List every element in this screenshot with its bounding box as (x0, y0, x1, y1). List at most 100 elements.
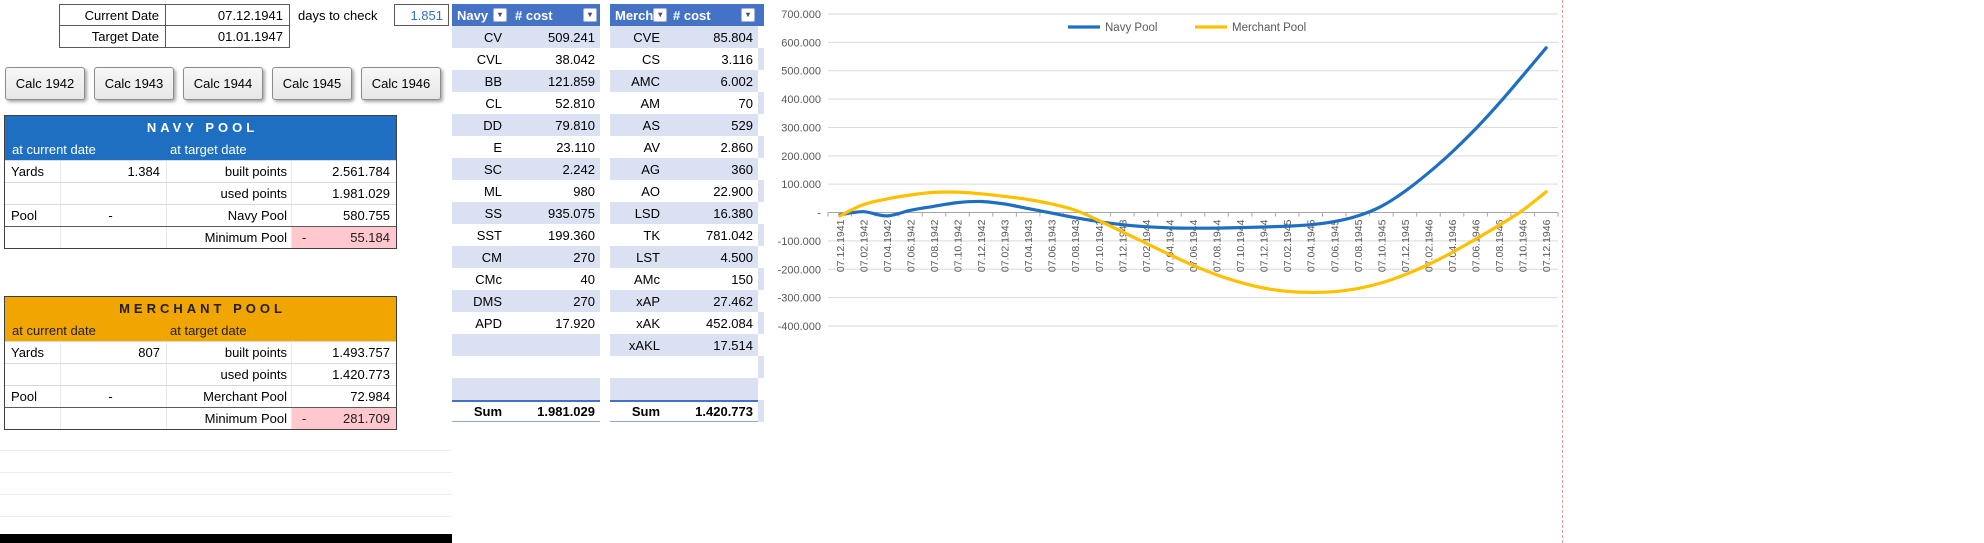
pool-forecast-chart[interactable]: 700.000 600.000 500.000 400.000 300.000 200.0… (766, 0, 1576, 440)
ship-cost-cell: 199.360 (548, 227, 595, 243)
calc-1943-button[interactable]: Calc 1943 (94, 67, 174, 100)
target-date-value[interactable]: 01.01.1947 (165, 26, 289, 47)
sum-label: Sum (631, 404, 660, 419)
ship-cost-cell: 79.810 (555, 117, 595, 133)
days-to-check-value[interactable]: 1.851 (394, 4, 449, 26)
table-row (452, 356, 600, 378)
ship-cost-cell (668, 378, 758, 400)
calc-1946-button[interactable]: Calc 1946 (361, 67, 441, 100)
filter-dropdown-icon[interactable]: ▾ (653, 8, 668, 22)
table-row: Minimum Pool - 281.709 (5, 407, 396, 429)
empty-cell (5, 364, 60, 385)
ship-type-cell: xAK (636, 315, 660, 331)
merchant-minimum-pool-value: - 281.709 (291, 408, 396, 429)
navy-yards-label: Yards (11, 164, 44, 179)
table-row: xAK 452.084 (610, 312, 758, 334)
y-axis-label: 300.000 (781, 122, 821, 134)
table-row: CM 270 (452, 246, 600, 268)
empty-cell (60, 408, 166, 429)
filter-dropdown-icon[interactable]: ▾ (493, 8, 507, 22)
ship-type-cell: AM (640, 95, 661, 111)
legend-label[interactable]: Navy Pool (1105, 22, 1157, 34)
table-row: xAP 27.462 (610, 290, 758, 312)
table-row (452, 378, 600, 400)
ship-type-cell (452, 334, 510, 356)
navy-minimum-pool-label: Minimum Pool (166, 227, 291, 248)
x-axis-label: 07.06.1945 (1329, 219, 1341, 272)
calc-1944-button[interactable]: Calc 1944 (183, 67, 263, 100)
table-header-row: Merch ▾ # cost ▾ (610, 4, 758, 26)
navy-pool-current-value: - (60, 205, 166, 226)
ship-cost-cell: 70 (738, 95, 753, 111)
table-row (610, 378, 758, 400)
x-axis-label: 07.04.1942 (882, 219, 894, 272)
navy-cost-table: Navy ▾ # cost ▾ CV 509.241 CVL 38.042 BB 121.… (452, 4, 600, 422)
ship-cost-cell: 2.860 (720, 139, 753, 155)
ship-cost-cell: 360 (731, 161, 753, 177)
table-row: AG 360 (610, 158, 758, 180)
table-row: APD 17.920 (452, 312, 600, 334)
x-axis-label: 07.10.1946 (1518, 219, 1530, 272)
table-row: AV 2.860 (610, 136, 758, 158)
ship-type-cell: AMc (634, 271, 660, 287)
ship-type-cell (452, 356, 510, 378)
legend-label[interactable]: Merchant Pool (1232, 22, 1306, 34)
ship-type-cell: CVE (633, 29, 660, 45)
calc-1942-button[interactable]: Calc 1942 (5, 67, 85, 100)
table-row: TK 781.042 (610, 224, 758, 246)
merchant-pool-title: MERCHANT POOL (5, 297, 396, 319)
filter-dropdown-icon[interactable]: ▾ (741, 8, 755, 22)
table-row: used points 1.420.773 (5, 363, 396, 385)
table-row: AS 529 (610, 114, 758, 136)
sum-label: Sum (473, 404, 502, 419)
navy-used-points-label: used points (166, 183, 291, 204)
ship-type-cell (610, 356, 668, 378)
sum-value: 1.420.773 (695, 404, 753, 419)
navy-pool-target-value: 580.755 (291, 205, 396, 226)
ship-cost-cell (510, 334, 600, 356)
navy-pool-label: Pool (11, 208, 38, 223)
minus-sign: - (302, 411, 307, 426)
days-to-check-label: days to check (298, 7, 378, 23)
merchant-pool-panel: MERCHANT POOL at current date at target … (4, 296, 397, 430)
gridline (0, 516, 452, 517)
table-row: LST 4.500 (610, 246, 758, 268)
ship-type-cell: AG (641, 161, 660, 177)
ship-type-cell: LST (636, 249, 660, 265)
empty-cell (5, 227, 60, 248)
table-row: Pool - Navy Pool 580.755 (5, 204, 396, 226)
ship-type-cell: xAP (636, 293, 660, 309)
date-info-block: Current Date 07.12.1941 Target Date 01.0… (59, 4, 290, 48)
gridline (0, 494, 452, 495)
x-axis-label: 07.04.1946 (1447, 219, 1459, 272)
merchant-yards-label: Yards (11, 345, 44, 360)
x-axis-label: 07.08.1944 (1212, 219, 1224, 272)
filter-dropdown-icon[interactable]: ▾ (583, 8, 597, 22)
table-row: xAKL 17.514 (610, 334, 758, 356)
x-axis-label: 07.02.1943 (1000, 219, 1012, 272)
navy-subheader-target: at target date (170, 141, 247, 157)
navy-built-points-value: 2.561.784 (291, 161, 396, 182)
merchant-yards-value: 807 (60, 342, 166, 363)
ship-cost-cell (510, 356, 600, 378)
x-axis-label: 07.10.1944 (1235, 219, 1247, 272)
current-date-value[interactable]: 07.12.1941 (165, 5, 289, 26)
calc-1945-button[interactable]: Calc 1945 (272, 67, 352, 100)
table-row: SS 935.075 (452, 202, 600, 224)
merchant-minimum-pool-label: Minimum Pool (166, 408, 291, 429)
table-row: Yards 807 built points 1.493.757 (5, 341, 396, 363)
ship-type-cell: CL (485, 95, 502, 111)
table-row: SST 199.360 (452, 224, 600, 246)
navy-minimum-pool-value: - 55.184 (291, 227, 396, 248)
merchant-used-points-value: 1.420.773 (291, 364, 396, 385)
ship-cost-cell: 935.075 (548, 205, 595, 221)
merchant-built-points-value: 1.493.757 (291, 342, 396, 363)
page-break-line (1562, 0, 1563, 543)
y-axis-label: -400.000 (778, 321, 821, 333)
table-row: E 23.110 (452, 136, 600, 158)
ship-cost-cell (668, 356, 758, 378)
table-row: CL 52.810 (452, 92, 600, 114)
ship-type-cell: CM (481, 249, 502, 265)
x-axis-label: 07.10.1945 (1376, 219, 1388, 272)
